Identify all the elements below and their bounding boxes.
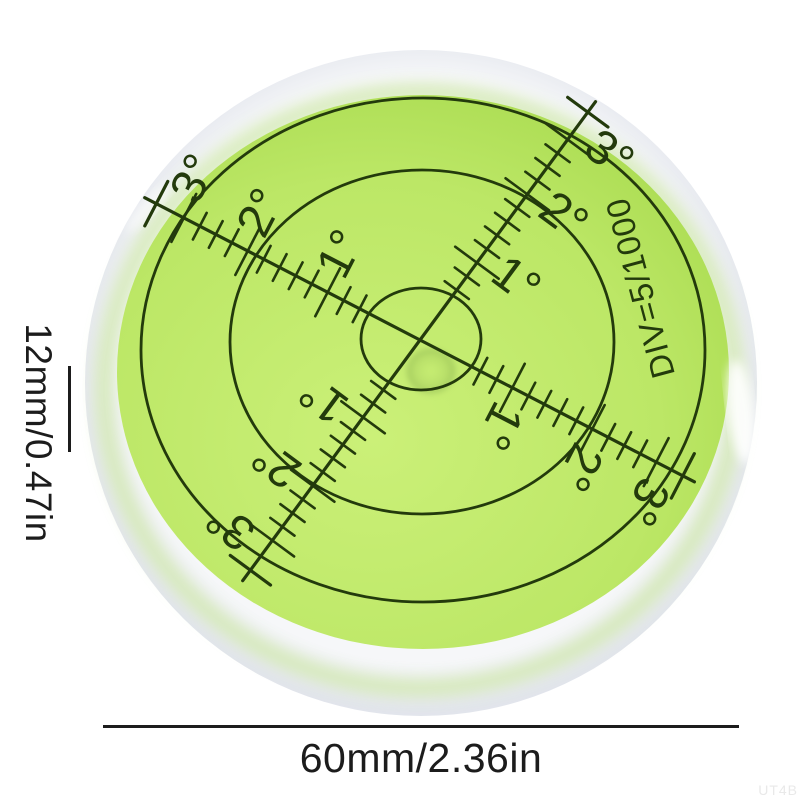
axis-tick-marks: [143, 95, 696, 587]
scale-tick: [351, 294, 368, 324]
scale-tick: [443, 279, 471, 301]
axis-end-cross: [669, 452, 696, 500]
scale-tick: [493, 211, 521, 232]
bubble: [403, 345, 459, 397]
scale-tick: [520, 381, 537, 411]
scale-tick: [536, 389, 553, 419]
center-scale-circle: [359, 286, 483, 392]
scale-tick: [524, 170, 551, 191]
scale-tick: [544, 122, 591, 157]
scale-tick: [616, 430, 633, 461]
scale-tick: [279, 502, 306, 524]
middle-scale-circle: [228, 168, 616, 516]
scale-tick: [303, 269, 320, 299]
scale-tick: [552, 397, 569, 428]
scale-tick: [287, 261, 304, 291]
scale-tick: [319, 448, 347, 469]
watermark: UT4B: [758, 782, 798, 798]
scale-tick: [335, 285, 352, 316]
axis-end-cross: [228, 553, 273, 587]
scale-tick: [269, 516, 296, 537]
height-dimension-line: [68, 366, 71, 452]
scale-tick: [249, 523, 296, 558]
scale-tick: [600, 422, 617, 452]
scale-tick: [453, 266, 481, 287]
scale-tick: [191, 211, 208, 241]
scale-tick: [234, 225, 262, 277]
diameter-dimension-label: 60mm/2.36in: [299, 735, 543, 781]
scale-tick: [498, 362, 527, 414]
scale-tick: [568, 406, 585, 436]
scale-tick: [488, 364, 505, 395]
scale-tick: [359, 393, 387, 414]
scale-tick: [170, 192, 198, 244]
scale-tick: [544, 143, 571, 164]
scale-tick: [483, 225, 511, 246]
scale-tick: [504, 176, 551, 212]
scale-tick: [453, 245, 500, 281]
scale-tick: [578, 403, 606, 455]
axis-end-cross: [566, 95, 610, 129]
scale-tick: [271, 252, 288, 283]
scale-tick: [503, 197, 531, 219]
scale-tick: [207, 219, 224, 250]
axis-end-cross: [143, 179, 170, 228]
scale-tick: [534, 156, 561, 178]
outer-scale-circle: [139, 96, 707, 604]
scale-tick: [632, 439, 649, 469]
height-dimension-label: 12mm/0.47in: [18, 323, 59, 543]
rim-highlight-right: [726, 360, 756, 464]
scale-tick: [340, 399, 387, 435]
scale-tick: [255, 244, 272, 274]
scale-tick: [329, 434, 357, 455]
scale-tick: [369, 379, 397, 401]
scale-tick: [309, 461, 337, 483]
scale-tick: [473, 238, 501, 260]
scale-tick: [313, 266, 342, 318]
printed-scale: 1° 2° 3° 1° 2° 3° 1° 2° 3° 1° 2° 3° DIV=…: [139, 95, 707, 604]
axis-line: [418, 338, 696, 484]
axis-line: [143, 196, 422, 342]
scale-tick: [223, 228, 240, 258]
scale-tick: [339, 420, 367, 442]
scale-tick: [472, 356, 489, 386]
scale-tick: [289, 468, 336, 504]
scale-tick: [642, 436, 670, 488]
scale-tick: [289, 489, 316, 510]
diameter-dimension-line: [103, 725, 739, 728]
